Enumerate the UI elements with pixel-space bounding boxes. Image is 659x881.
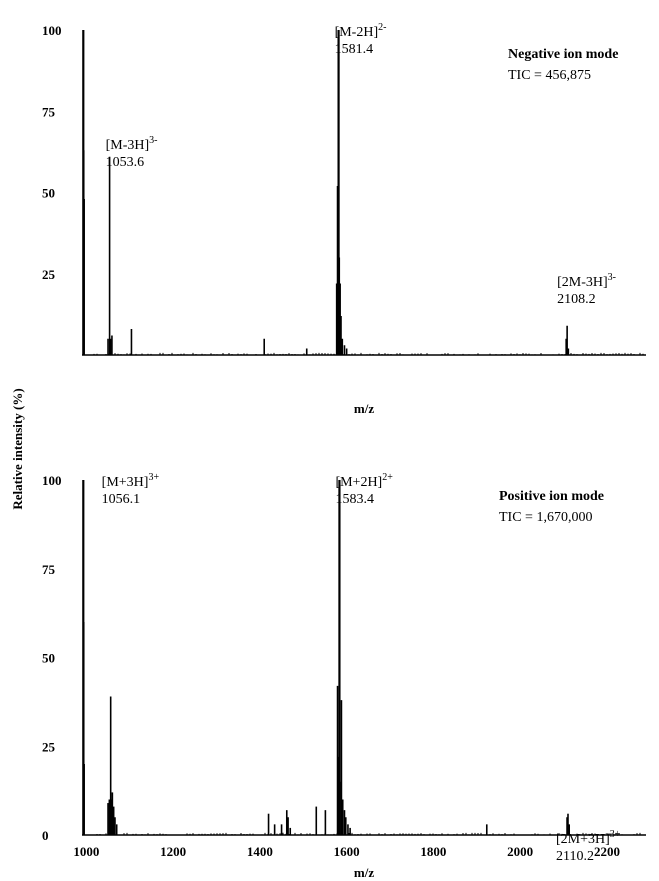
peak-mz-label: 1053.6 bbox=[106, 155, 145, 170]
peak-charge-label: 3+ bbox=[610, 829, 621, 840]
y-tick-label: 0 bbox=[42, 828, 49, 843]
peak-charge-label: 3- bbox=[608, 272, 616, 283]
peak-ion-label: [2M+3H]3+ bbox=[556, 829, 621, 847]
y-axis-title: Relative intensity (%) bbox=[10, 388, 25, 509]
peak-charge-label: 2+ bbox=[382, 472, 393, 483]
peak-ion-label: [M+3H]3+ bbox=[102, 472, 160, 490]
ion-mode-label: Positive ion mode bbox=[499, 489, 604, 504]
peak-mz-label: 1581.4 bbox=[335, 42, 374, 57]
x-tick-label: 2000 bbox=[507, 844, 533, 859]
peak-mz-label: 2108.2 bbox=[557, 292, 596, 307]
positive-mode-panel: 100 75 50 25 0 1000 1200 1400 1600 1800 2000 2200 m/… bbox=[42, 472, 646, 880]
x-tick-label: 1000 bbox=[73, 844, 99, 859]
ion-mode-label: Negative ion mode bbox=[508, 47, 618, 62]
peak-ion-label: [M-3H]3- bbox=[106, 135, 158, 153]
peak-ion-label: [M-2H]2- bbox=[335, 22, 387, 40]
y-tick-label: 25 bbox=[42, 739, 56, 754]
peak-charge-label: 2- bbox=[378, 22, 386, 33]
y-tick-label: 100 bbox=[42, 473, 62, 488]
tic-label: TIC = 1,670,000 bbox=[499, 510, 592, 525]
x-tick-label: 1600 bbox=[334, 844, 360, 859]
y-tick-label: 100 bbox=[42, 23, 62, 38]
x-tick-label: 2200 bbox=[594, 844, 620, 859]
x-tick-label: 1800 bbox=[420, 844, 446, 859]
y-tick-label: 75 bbox=[42, 562, 56, 577]
y-tick-label: 50 bbox=[42, 651, 55, 666]
x-tick-label: 1200 bbox=[160, 844, 186, 859]
tic-label: TIC = 456,875 bbox=[508, 68, 591, 83]
x-tick-label: 1400 bbox=[247, 844, 273, 859]
x-axis-title: m/z bbox=[354, 865, 374, 880]
peak-mz-label: 1056.1 bbox=[102, 492, 141, 507]
x-axis-title: m/z bbox=[354, 401, 374, 416]
peak-charge-label: 3+ bbox=[148, 472, 159, 483]
y-tick-label: 50 bbox=[42, 186, 55, 201]
peak-ion-label: [M+2H]2+ bbox=[335, 472, 393, 490]
y-tick-label: 25 bbox=[42, 267, 56, 282]
peak-charge-label: 3- bbox=[149, 135, 157, 146]
peak-mz-label: 1583.4 bbox=[335, 492, 374, 507]
y-tick-label: 75 bbox=[42, 104, 56, 119]
negative-mode-panel: 100 75 50 25 m/z [M-3H]3- 1053.6 [M-2H]2- 1581.4… bbox=[42, 22, 646, 416]
peak-mz-label: 2110.2 bbox=[556, 849, 594, 864]
peak-ion-label: [2M-3H]3- bbox=[557, 272, 616, 290]
